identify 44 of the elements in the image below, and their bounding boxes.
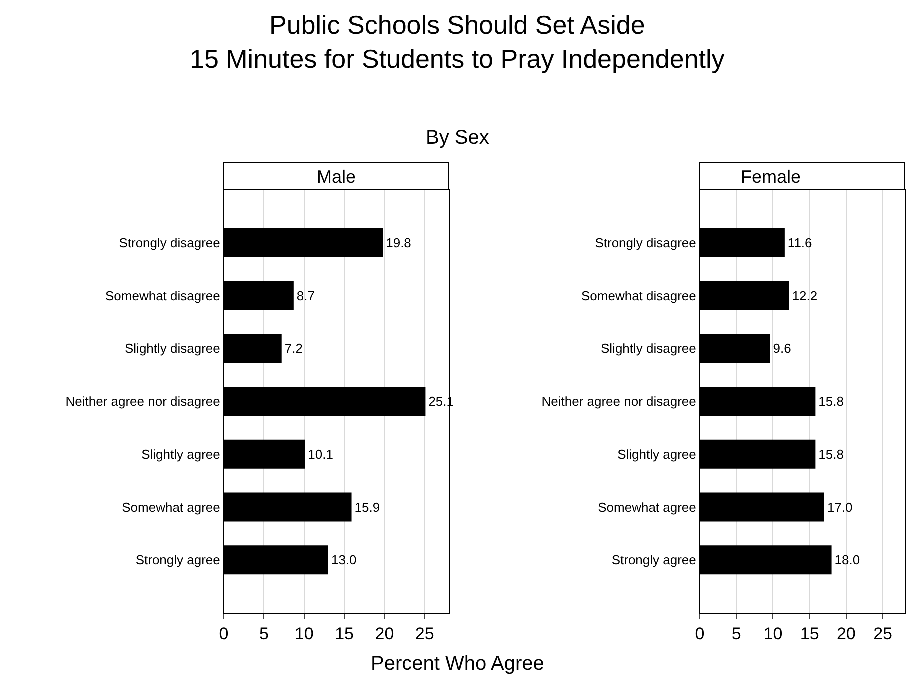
x-tick-label: 0 — [219, 624, 229, 644]
text: 15.9 — [354, 500, 380, 515]
y-tick-label: Somewhat agree — [598, 500, 696, 515]
x-tick-label: 5 — [259, 624, 269, 644]
x-tick-label: 15 — [800, 624, 820, 644]
x-tick-label: 5 — [732, 624, 742, 644]
x-tick-label: 25 — [415, 624, 434, 644]
text: 15.8 — [818, 446, 844, 462]
text: 8.7 — [296, 288, 315, 304]
x-tick-label: 10 — [294, 624, 314, 644]
y-tick-label: Slightly agree — [618, 446, 696, 462]
text: 17.0 — [827, 500, 853, 515]
x-tick-label: 0 — [695, 624, 705, 644]
x-tick-label: 20 — [375, 624, 394, 644]
y-tick-label: Somewhat disagree — [105, 288, 220, 304]
y-tick-label: Somewhat agree — [122, 500, 220, 515]
y-tick-label: Neither agree nor disagree — [542, 394, 696, 410]
chart-subtitle: By Sex — [426, 127, 490, 149]
y-tick-label: Strongly disagree — [119, 235, 220, 250]
text: 9.6 — [773, 341, 792, 356]
x-tick-label: 10 — [764, 624, 783, 644]
y-tick-label: Slightly disagree — [601, 341, 696, 356]
text: 11.6 — [788, 235, 812, 250]
text: 12.2 — [792, 288, 818, 304]
text: 7.2 — [284, 341, 303, 356]
x-tick-label: 25 — [874, 624, 892, 644]
text: 15.8 — [818, 394, 844, 409]
y-tick-label: Strongly agree — [612, 552, 696, 568]
x-axis-title: Percent Who Agree — [371, 653, 544, 675]
y-tick-label: Neither agree nor disagree — [66, 394, 220, 410]
x-tick-label: 20 — [836, 624, 856, 644]
y-tick-label: Strongly agree — [136, 552, 220, 568]
text: 10.1 — [308, 446, 334, 462]
y-tick-label: Slightly agree — [142, 446, 220, 462]
text: 13.0 — [331, 552, 357, 568]
text: 19.8 — [386, 235, 412, 250]
text: Female — [741, 167, 802, 187]
chart-title: Public Schools Should Set Aside 15 Minutes for Students to Pray Independently — [190, 10, 725, 74]
y-tick-label: Somewhat disagree — [581, 288, 696, 304]
x-tick-label: 15 — [335, 624, 354, 644]
text: 18.0 — [834, 552, 860, 568]
y-tick-label: Strongly disagree — [595, 235, 696, 250]
y-tick-label: Slightly disagree — [125, 341, 220, 356]
text: Male — [317, 167, 356, 187]
